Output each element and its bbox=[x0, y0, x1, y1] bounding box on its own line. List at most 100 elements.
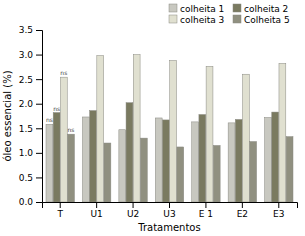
bars bbox=[46, 55, 293, 202]
legend-swatch bbox=[233, 4, 241, 12]
bar bbox=[119, 130, 126, 202]
bar bbox=[170, 60, 177, 202]
y-tick-label: 0.5 bbox=[19, 173, 33, 183]
x-tick-label: E 1 bbox=[199, 209, 213, 219]
bar bbox=[82, 117, 89, 202]
annotation: ns bbox=[60, 69, 67, 76]
bar bbox=[140, 138, 147, 202]
bar bbox=[250, 142, 257, 202]
legend-swatch bbox=[169, 4, 177, 12]
bar bbox=[243, 74, 250, 202]
y-tick: 1.0 bbox=[19, 148, 42, 158]
x-tick: U2 bbox=[127, 202, 139, 219]
y-tick-mark bbox=[36, 79, 42, 80]
bar bbox=[133, 55, 140, 202]
x-axis-line bbox=[43, 203, 298, 209]
legend-label: colheita 1 bbox=[180, 4, 224, 14]
y-axis-title: óleo essencial (%) bbox=[2, 70, 13, 161]
x-tick-mark bbox=[242, 202, 243, 208]
bar bbox=[228, 123, 235, 202]
y-tick-mark bbox=[36, 104, 42, 105]
y-tick-mark bbox=[36, 202, 42, 203]
legend-swatch bbox=[169, 15, 177, 23]
legend-label: colheita 2 bbox=[244, 4, 288, 14]
x-tick-label: T bbox=[56, 209, 63, 219]
y-tick-label: 2.0 bbox=[19, 99, 34, 109]
bar bbox=[235, 119, 242, 202]
x-tick-mark bbox=[133, 202, 134, 208]
bar bbox=[192, 122, 199, 202]
y-tick: 0.0 bbox=[19, 197, 42, 207]
x-tick: E2 bbox=[237, 202, 248, 219]
bar bbox=[60, 77, 67, 202]
y-tick-label: 3.0 bbox=[19, 50, 34, 60]
legend-item: Colheita 5 bbox=[233, 15, 290, 25]
bar bbox=[90, 111, 97, 202]
bar bbox=[97, 56, 104, 202]
x-tick: T bbox=[56, 202, 63, 219]
legend: colheita 1 colheita 2 colheita 3 Colheita 5 bbox=[169, 4, 290, 25]
x-tick: U3 bbox=[163, 202, 175, 219]
x-axis-title: Tratamentos bbox=[137, 222, 200, 233]
x-tick-mark bbox=[278, 202, 279, 208]
x-tick: E3 bbox=[273, 202, 284, 219]
bar bbox=[53, 113, 60, 202]
y-tick: 3.0 bbox=[19, 50, 42, 60]
legend-label: Colheita 5 bbox=[244, 15, 290, 25]
y-axis-line bbox=[36, 31, 43, 203]
bar bbox=[162, 120, 169, 202]
annotation: ns bbox=[68, 126, 75, 133]
annotation: ns bbox=[53, 105, 60, 112]
annotation: ns bbox=[46, 116, 53, 123]
bar-series bbox=[60, 55, 285, 202]
y-tick-mark bbox=[36, 30, 42, 31]
x-tick-mark bbox=[96, 202, 97, 208]
legend-item: colheita 2 bbox=[233, 4, 288, 14]
bar bbox=[199, 115, 206, 202]
x-axis: T U1 U2 U3 E 1 E2 E3 bbox=[43, 202, 298, 219]
x-tick-label: E2 bbox=[237, 209, 248, 219]
annotations: nsnsnsns bbox=[46, 69, 75, 133]
bar bbox=[286, 137, 293, 202]
chart: 0.0 0.5 1.0 1.5 2.0 2.5 3.0 3.5 T U1 U2 U3 E 1 E2 E3 ns… bbox=[0, 0, 305, 236]
x-tick-label: U2 bbox=[127, 209, 139, 219]
bar bbox=[265, 117, 272, 202]
x-tick-mark bbox=[169, 202, 170, 208]
x-tick-mark bbox=[205, 202, 206, 208]
bar bbox=[104, 143, 111, 202]
y-tick: 1.5 bbox=[19, 124, 42, 134]
bar bbox=[206, 66, 213, 202]
bar-series bbox=[46, 117, 271, 202]
y-axis: 0.0 0.5 1.0 1.5 2.0 2.5 3.0 3.5 bbox=[19, 25, 43, 207]
bar bbox=[46, 124, 53, 202]
bar-series bbox=[68, 134, 293, 202]
x-tick-label: U1 bbox=[90, 209, 102, 219]
y-tick: 3.5 bbox=[19, 25, 42, 35]
y-tick-mark bbox=[36, 177, 42, 178]
x-tick: U1 bbox=[90, 202, 102, 219]
plot: 0.0 0.5 1.0 1.5 2.0 2.5 3.0 3.5 T U1 U2 U3 E 1 E2 E3 ns… bbox=[19, 25, 298, 219]
y-tick-label: 2.5 bbox=[19, 75, 33, 85]
y-tick-mark bbox=[36, 128, 42, 129]
bar bbox=[279, 63, 286, 202]
x-tick-label: E3 bbox=[273, 209, 284, 219]
bar bbox=[177, 147, 184, 202]
bar bbox=[126, 103, 133, 202]
y-tick-label: 0.0 bbox=[19, 197, 34, 207]
x-tick-label: U3 bbox=[163, 209, 175, 219]
y-tick-mark bbox=[36, 55, 42, 56]
x-tick-mark bbox=[60, 202, 61, 208]
bar bbox=[213, 145, 220, 202]
x-tick: E 1 bbox=[199, 202, 213, 219]
legend-label: colheita 3 bbox=[180, 15, 224, 25]
bar bbox=[68, 134, 75, 202]
y-tick-label: 3.5 bbox=[19, 25, 33, 35]
y-tick-mark bbox=[36, 153, 42, 154]
legend-swatch bbox=[233, 15, 241, 23]
legend-item: colheita 1 bbox=[169, 4, 224, 14]
y-tick: 2.5 bbox=[19, 75, 42, 85]
y-tick: 2.0 bbox=[19, 99, 42, 109]
bar bbox=[272, 112, 279, 202]
bar bbox=[155, 118, 162, 202]
y-tick: 0.5 bbox=[19, 173, 42, 183]
